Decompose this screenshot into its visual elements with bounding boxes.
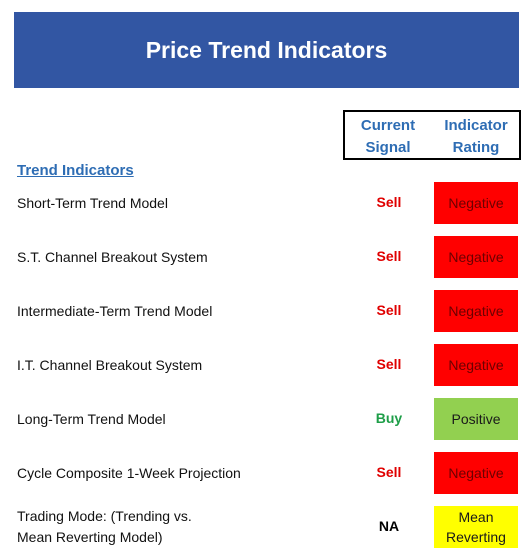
rating: Negative xyxy=(434,344,518,386)
signal: Sell xyxy=(376,194,402,210)
header-line: Signal xyxy=(365,139,411,156)
rating-header: Indicator Rating xyxy=(433,115,519,159)
label-line: S.T. Channel Breakout System xyxy=(17,248,208,265)
title-bar: Price Trend Indicators xyxy=(14,12,519,88)
label-line: Cycle Composite 1-Week Projection xyxy=(17,464,241,481)
row-label: Intermediate-Term Trend Model xyxy=(17,301,212,322)
label-line: Intermediate-Term Trend Model xyxy=(17,302,213,319)
title: Price Trend Indicators xyxy=(145,36,388,63)
row-label: Long-Term Trend Model xyxy=(17,409,166,430)
label-line: Mean Reverting Model) xyxy=(17,529,163,545)
rating: Negative xyxy=(434,236,518,278)
row-label: Trading Mode: (Trending vs. Mean Revertin… xyxy=(17,506,192,548)
label-line: Short-Term Trend Model xyxy=(17,194,168,211)
signal: Sell xyxy=(376,356,402,372)
rating: Mean Reverting xyxy=(434,506,518,548)
label-line: Long-Term Trend Model xyxy=(17,410,166,427)
signal: Buy xyxy=(375,410,403,426)
signal: Sell xyxy=(376,248,402,264)
header-box: Current Signal Indicator Rating xyxy=(343,110,521,160)
row-label: Cycle Composite 1-Week Projection xyxy=(17,463,241,484)
rating: Negative xyxy=(434,182,518,224)
header-line: Indicator xyxy=(444,117,508,134)
label-line: Trading Mode: (Trending vs. xyxy=(17,508,192,524)
rating: Negative xyxy=(434,452,518,494)
signal: Sell xyxy=(376,302,402,318)
rating: Positive xyxy=(434,398,518,440)
section-title: Trend Indicators xyxy=(17,162,134,179)
header-line: Rating xyxy=(452,139,500,156)
signal-header: Current Signal xyxy=(345,115,431,159)
rating: Negative xyxy=(434,290,518,332)
signal: Sell xyxy=(376,464,402,480)
label-line: I.T. Channel Breakout System xyxy=(17,356,203,373)
signal: NA xyxy=(378,518,400,534)
row-label: Short-Term Trend Model xyxy=(17,193,168,214)
header-line: Current xyxy=(360,117,416,134)
row-label: I.T. Channel Breakout System xyxy=(17,355,202,376)
row-label: S.T. Channel Breakout System xyxy=(17,247,208,268)
